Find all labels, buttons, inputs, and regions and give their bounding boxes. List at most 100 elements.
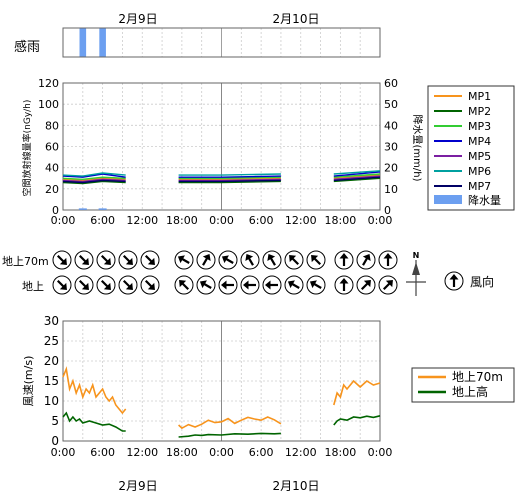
legend-label-MP5: MP5 — [468, 150, 491, 163]
wind-speed-y-tick: 10 — [44, 394, 59, 408]
wind-speed-y-tick: 25 — [44, 334, 59, 348]
wind-arrow-head — [221, 255, 229, 264]
wind-speed-x-tick: 0:00 — [209, 446, 234, 459]
wind-direction-arrow-icon — [174, 275, 194, 295]
radiation-series-line-MP4 — [62, 173, 126, 178]
wind-arrow-glyph — [56, 254, 67, 265]
wind-arrow-glyph — [245, 253, 254, 266]
precipitation-y-tick: 60 — [384, 77, 398, 90]
wind-arrow-glyph — [383, 253, 393, 266]
rain-sensor-panel — [62, 27, 381, 58]
radiation-y-tick: 100 — [38, 98, 59, 111]
wind-direction-chart — [52, 250, 398, 295]
wind-legend-label-0: 地上70m — [452, 370, 503, 384]
wind-arrow-glyph — [179, 280, 190, 291]
wind-arrow-glyph — [199, 280, 212, 289]
wind-arrow-glyph — [449, 274, 459, 287]
wind-arrow-glyph — [287, 280, 300, 289]
wind-arrow-head — [221, 280, 227, 290]
precipitation-bar — [98, 208, 107, 210]
wind-arrow-head — [267, 253, 276, 261]
precipitation-y-tick: 20 — [384, 162, 398, 175]
legend-label-MP7: MP7 — [468, 180, 491, 193]
legend-label-MP6: MP6 — [468, 165, 491, 178]
radiation-series-line-MP3 — [333, 173, 381, 178]
rain-sensor-bar — [79, 28, 87, 57]
radiation-series-line-MP5 — [333, 175, 381, 180]
wind-arrow-head — [362, 253, 371, 261]
wind-arrow-head — [179, 280, 187, 288]
wind-direction-arrow-icon — [118, 250, 138, 270]
wind-arrow-glyph — [309, 280, 322, 289]
wind-direction-arrow-icon — [334, 250, 354, 270]
legend-label-MP4: MP4 — [468, 135, 491, 148]
wind-arrow-glyph — [100, 279, 111, 290]
wind-arrow-glyph — [122, 279, 133, 290]
wind-direction-legend: 風向 — [444, 271, 494, 291]
wind-direction-legend-arrow-icon — [444, 271, 464, 291]
wind-speed-chart: 0 5 10 15 20 25 30 0:00 6:00 12:00 18:00 0:00 6:00 12… — [44, 314, 393, 459]
legend-frame — [427, 85, 515, 211]
precipitation-bar — [78, 208, 87, 210]
wind-direction-arrow-icon — [306, 250, 326, 270]
wind-direction-arrow-icon — [284, 275, 304, 295]
wind-arrow-head — [125, 257, 133, 265]
wind-arrow-head — [59, 257, 67, 265]
precipitation-y-tick: 50 — [384, 98, 398, 111]
wind-arrow-head — [125, 282, 133, 290]
wind-arrow-head — [383, 253, 393, 259]
wind-direction-row-label-ground: 地上 — [22, 280, 44, 293]
wind-direction-legend-label: 風向 — [470, 274, 494, 289]
wind-direction-arrow-icon — [240, 250, 260, 270]
legend-label-MP3: MP3 — [468, 120, 491, 133]
radiation-series-line-MP2 — [333, 177, 381, 183]
precipitation-y-axis-label: 降水量(mm/h) — [411, 115, 424, 182]
precipitation-y-tick: 30 — [384, 141, 398, 154]
wind-direction-arrow-icon — [140, 250, 160, 270]
radiation-y-tick: 0 — [52, 204, 59, 217]
wind-speed-x-tick: 12:00 — [126, 446, 158, 459]
wind-legend-frame — [411, 367, 515, 403]
radiation-chart: 0 20 40 60 80 100 120 0 10 20 30 40 50 60 0:00 6:00 12:0… — [38, 77, 398, 227]
wind-speed-x-tick: 18:00 — [325, 446, 357, 459]
wind-arrow-glyph — [382, 280, 393, 291]
radiation-y-tick: 60 — [45, 141, 59, 154]
date-label-bottom-day1: 2月9日 — [118, 479, 157, 493]
wind-series-line-地上70m — [178, 416, 282, 430]
wind-arrow-head — [243, 280, 249, 290]
wind-arrow-glyph — [144, 254, 155, 265]
wind-direction-arrow-icon — [218, 250, 238, 270]
radiation-x-tick: 0:00 — [368, 214, 393, 227]
wind-speed-y-tick: 0 — [51, 434, 59, 448]
radiation-series-line-MP6 — [62, 172, 126, 177]
wind-speed-y-tick: 30 — [44, 314, 59, 328]
legend-label-precipitation: 降水量 — [468, 193, 501, 207]
radiation-series-line-MP7 — [178, 179, 281, 183]
wind-speed-x-tick: 6:00 — [90, 446, 115, 459]
wind-direction-arrow-icon — [240, 275, 260, 295]
radiation-series-line-MP6 — [178, 173, 281, 176]
wind-arrow-head — [385, 280, 393, 288]
wind-arrow-glyph — [221, 280, 234, 290]
radiation-series-line-MP2 — [178, 180, 281, 184]
wind-direction-arrow-icon — [52, 275, 72, 295]
wind-direction-arrow-icon — [334, 275, 354, 295]
wind-arrow-head — [147, 282, 155, 290]
wind-direction-arrow-icon — [96, 250, 116, 270]
wind-arrow-glyph — [100, 254, 111, 265]
wind-arrow-head — [287, 280, 295, 289]
date-label-bottom-day2: 2月10日 — [273, 479, 320, 493]
wind-series-line-地上高 — [62, 411, 126, 432]
wind-arrow-head — [177, 255, 185, 264]
wind-direction-arrow-icon — [74, 275, 94, 295]
wind-arrow-glyph — [311, 255, 322, 266]
wind-arrow-glyph — [360, 280, 371, 291]
wind-direction-arrow-icon — [196, 250, 216, 270]
wind-series-line-地上70m — [333, 379, 381, 406]
wind-series-line-地上高 — [333, 415, 381, 426]
wind-arrow-head — [289, 255, 297, 263]
radiation-y-axis-label: 空間放射線量率(nGy/h) — [21, 100, 33, 197]
wind-arrow-glyph — [267, 253, 276, 266]
